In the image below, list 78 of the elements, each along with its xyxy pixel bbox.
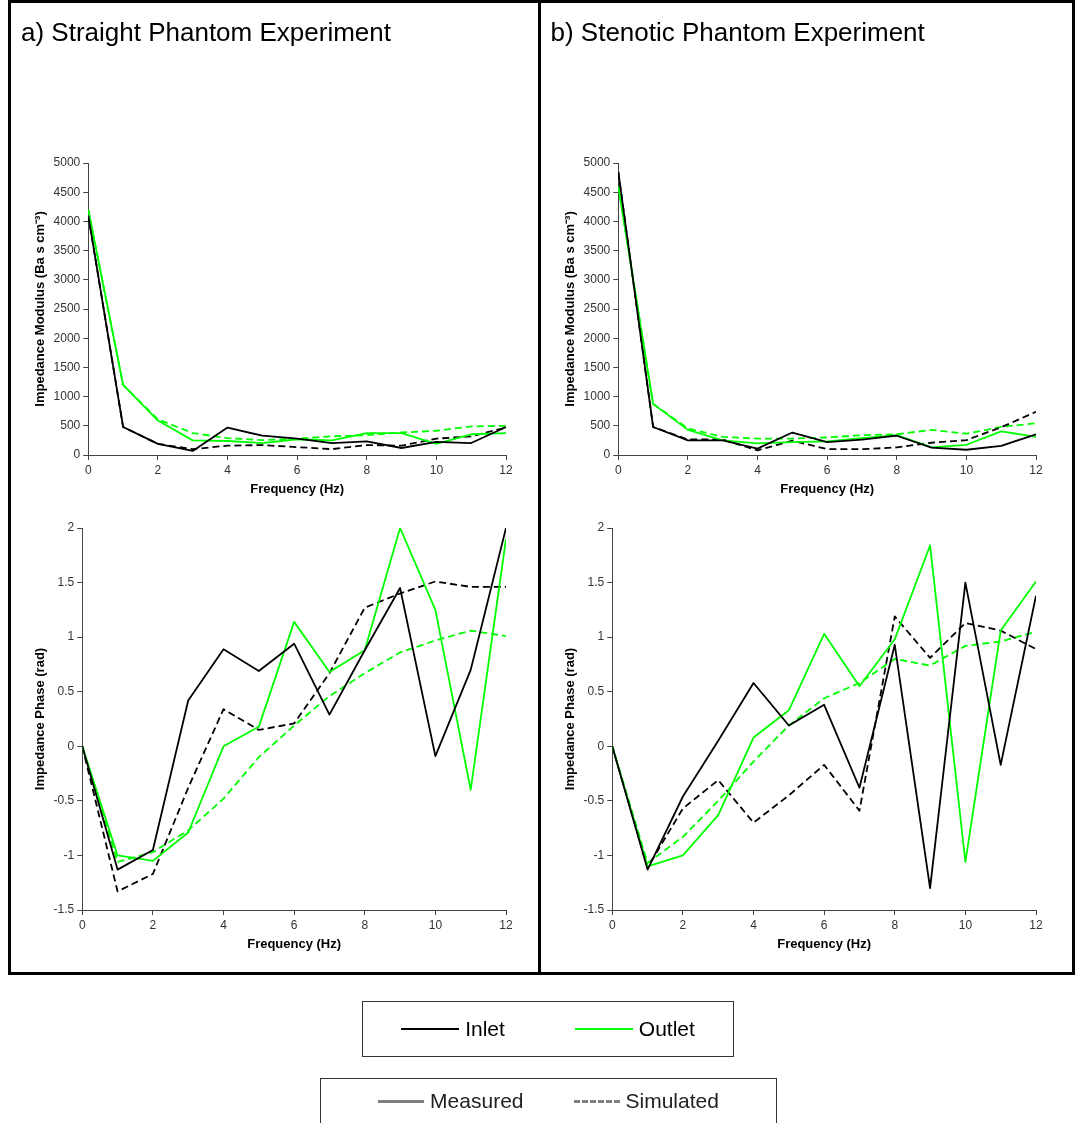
y-tick-label: -1 xyxy=(63,847,75,862)
y-tick-label: 1.5 xyxy=(587,574,605,589)
y-tick-label: 3500 xyxy=(583,242,611,257)
x-tick-label: 0 xyxy=(84,462,92,477)
x-tick-label: 8 xyxy=(363,462,371,477)
x-tick-label: 12 xyxy=(1028,462,1043,477)
x-tick-label: 8 xyxy=(890,917,898,932)
y-tick-label: 4500 xyxy=(583,184,611,199)
y-axis-title: Impedance Phase (rad) xyxy=(32,647,48,791)
y-tick-label: -1.5 xyxy=(53,902,75,917)
y-tick-label: 2 xyxy=(67,520,75,535)
legend-label: Outlet xyxy=(638,1017,695,1041)
x-tick-label: 10 xyxy=(429,462,444,477)
x-tick-label: 2 xyxy=(149,917,157,932)
y-tick-label: 1 xyxy=(597,629,605,644)
y-tick-label: 2 xyxy=(597,520,605,535)
y-tick-label: 2000 xyxy=(53,330,81,345)
x-tick-label: 12 xyxy=(499,462,513,477)
y-tick-label: 0 xyxy=(67,738,75,753)
y-tick-label: -0.5 xyxy=(53,793,75,808)
y-tick-label: 500 xyxy=(589,418,611,433)
y-axis-title: Impedance Phase (rad) xyxy=(561,647,577,791)
chart-title: a) Straight Phantom Experiment xyxy=(21,17,391,48)
y-tick-label: 2000 xyxy=(583,330,611,345)
x-axis-title: Frequency (Hz) xyxy=(247,935,342,951)
y-tick-label: -0.5 xyxy=(583,793,605,808)
x-tick-label: 12 xyxy=(499,917,513,932)
y-tick-label: 3000 xyxy=(53,272,81,287)
y-tick-label: 2500 xyxy=(53,301,81,316)
y-tick-label: -1.5 xyxy=(583,902,605,917)
y-tick-label: 1000 xyxy=(53,388,81,403)
x-tick-label: 4 xyxy=(224,462,232,477)
x-tick-label: 4 xyxy=(749,917,757,932)
y-tick-label: 0 xyxy=(73,447,81,462)
x-tick-label: 8 xyxy=(892,462,900,477)
text: Simulated xyxy=(625,1089,719,1113)
y-tick-label: 4000 xyxy=(583,213,611,228)
y-tick-label: 4500 xyxy=(53,184,81,199)
x-tick-label: 6 xyxy=(293,462,301,477)
x-tick-label: 2 xyxy=(679,917,687,932)
y-axis-title: Impedance Modulus (Ba s cm⁻³) xyxy=(561,211,577,407)
text: Measured xyxy=(430,1089,524,1113)
y-tick-label: 2500 xyxy=(583,301,611,316)
x-tick-label: 4 xyxy=(753,462,761,477)
y-tick-label: 5000 xyxy=(583,155,611,170)
y-tick-label: 1 xyxy=(67,629,75,644)
y-tick-label: 4000 xyxy=(53,213,81,228)
y-tick-label: -1 xyxy=(593,847,605,862)
x-tick-label: 2 xyxy=(154,462,162,477)
x-axis-title: Frequency (Hz) xyxy=(779,480,874,496)
x-tick-label: 10 xyxy=(958,917,972,932)
x-tick-label: 10 xyxy=(959,462,973,477)
x-axis-title: Frequency (Hz) xyxy=(250,480,345,496)
x-tick-label: 4 xyxy=(220,917,228,932)
y-tick-label: 0 xyxy=(603,447,611,462)
y-tick-label: 500 xyxy=(60,418,81,433)
x-tick-label: 8 xyxy=(361,917,369,932)
x-tick-label: 0 xyxy=(614,462,622,477)
y-tick-label: 5000 xyxy=(53,155,81,170)
y-tick-label: 1500 xyxy=(53,359,81,374)
x-tick-label: 12 xyxy=(1028,917,1043,932)
y-tick-label: 1000 xyxy=(583,388,611,403)
chart-title: b) Stenotic Phantom Experiment xyxy=(550,17,925,48)
y-tick-label: 0.5 xyxy=(587,684,605,699)
y-tick-label: 1.5 xyxy=(57,574,75,589)
y-tick-label: 0.5 xyxy=(57,684,75,699)
x-tick-label: 6 xyxy=(820,917,828,932)
x-axis-title: Frequency (Hz) xyxy=(776,935,871,951)
x-tick-label: 2 xyxy=(684,462,692,477)
x-tick-label: 6 xyxy=(290,917,298,932)
y-tick-label: 0 xyxy=(597,738,605,753)
legend-label: Inlet xyxy=(465,1017,505,1041)
y-axis-title: Impedance Modulus (Ba s cm⁻³) xyxy=(32,211,48,407)
x-tick-label: 10 xyxy=(428,917,443,932)
y-tick-label: 3000 xyxy=(583,272,611,287)
y-tick-label: 1500 xyxy=(583,359,611,374)
x-tick-label: 6 xyxy=(823,462,831,477)
y-tick-label: 3500 xyxy=(53,242,81,257)
